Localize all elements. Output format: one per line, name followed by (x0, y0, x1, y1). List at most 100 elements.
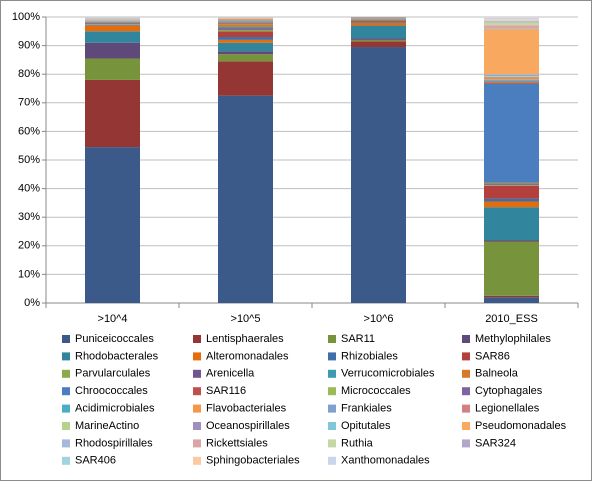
bar-segment (85, 24, 140, 25)
bar-segment (484, 83, 539, 183)
bar-segment (218, 27, 273, 29)
bar-segment (351, 21, 406, 23)
x-tick-label: >10^5 (231, 313, 261, 325)
legend-label: Oceanospirillales (206, 420, 290, 432)
legend-swatch (62, 352, 70, 361)
bar-segment (484, 198, 539, 202)
legend-swatch (193, 422, 201, 430)
bar-segment (484, 240, 539, 242)
bar-segment (85, 24, 140, 26)
bar-segment (484, 19, 539, 21)
legend-label: Pseudomonadales (475, 420, 567, 432)
bar-segment (218, 42, 273, 52)
bar-segment (218, 21, 273, 22)
legend-swatch (62, 456, 70, 465)
x-tick-label: 2010_ESS (485, 313, 538, 325)
legend-swatch (193, 387, 201, 396)
x-tick-label: >10^4 (98, 313, 128, 325)
legend-label: Alteromonadales (206, 350, 289, 362)
bar-segment (218, 22, 273, 24)
legend-label: Verrucomicrobiales (341, 368, 435, 380)
y-tick-label: 70% (18, 97, 40, 109)
legend-swatch (62, 439, 70, 448)
bar-segment (85, 79, 140, 148)
legend-label: SAR11 (341, 333, 375, 345)
bar-segment (218, 29, 273, 32)
legend-label: SAR406 (75, 455, 116, 467)
legend-swatch (62, 422, 70, 430)
bar-segment (351, 22, 406, 26)
legend-swatch (328, 404, 336, 413)
bar-segment (484, 22, 539, 26)
bar-segment (218, 24, 273, 28)
bar-segment (484, 78, 539, 80)
legend-label: Opitutales (341, 420, 391, 432)
legend-swatch (462, 369, 470, 378)
legend-swatch (462, 335, 470, 343)
bar-segment (484, 75, 539, 77)
bar-segment (484, 184, 539, 185)
y-tick-label: 40% (18, 183, 40, 195)
bar-segment (484, 77, 539, 79)
legend-swatch (62, 404, 70, 413)
bar-segment (351, 41, 406, 48)
legend-label: Lentisphaerales (206, 333, 284, 345)
bar-segment (484, 295, 539, 298)
bar-segment (484, 21, 539, 23)
legend-label: Methylophilales (475, 333, 551, 345)
y-tick-label: 60% (18, 125, 40, 137)
y-tick-label: 90% (18, 40, 40, 52)
legend-swatch (462, 422, 470, 430)
bar-segment (484, 241, 539, 296)
legend-swatch (328, 387, 336, 396)
bar-segment (484, 183, 539, 185)
y-tick-label: 80% (18, 68, 40, 80)
y-tick-label: 50% (18, 154, 40, 166)
legend-swatch (328, 456, 336, 465)
bar-segment (85, 25, 140, 26)
bar-segment (484, 74, 539, 76)
legend-swatch (193, 335, 201, 343)
bar-segment (484, 29, 539, 75)
bar-segment (218, 20, 273, 22)
legend-swatch (462, 404, 470, 413)
legend-label: SAR86 (475, 350, 510, 362)
bar-segment (484, 17, 539, 20)
bar-segment (218, 51, 273, 55)
y-tick-label: 10% (18, 268, 40, 280)
bar-segment (484, 182, 539, 184)
bar-segment (218, 19, 273, 21)
x-tick-label: >10^6 (364, 313, 394, 325)
bar-segment (484, 81, 539, 83)
legend-label: SAR324 (475, 437, 516, 449)
bar-segment (351, 20, 406, 22)
legend-label: Rhizobiales (341, 350, 398, 362)
legend-label: Parvularculales (75, 368, 151, 380)
legend-label: Balneola (475, 368, 519, 380)
bar-segment (351, 18, 406, 20)
legend-label: Acidimicrobiales (75, 403, 155, 415)
legend-swatch (193, 404, 201, 413)
bar-segment (351, 19, 406, 20)
legend-swatch (62, 387, 70, 396)
legend-label: Rhodospirillales (75, 437, 153, 449)
bar-segment (484, 75, 539, 76)
legend-swatch (193, 369, 201, 378)
legend-swatch (328, 439, 336, 448)
legend-label: Ruthia (341, 437, 374, 449)
bar-segment (484, 20, 539, 22)
bar-segment (484, 28, 539, 30)
legend-swatch (62, 369, 70, 378)
bar-segment (351, 47, 406, 303)
legend-label: Rhodobacterales (75, 350, 159, 362)
bar-segment (484, 185, 539, 199)
legend-swatch (193, 439, 201, 448)
y-tick-label: 30% (18, 211, 40, 223)
bar-segment (85, 23, 140, 25)
bar-segment (484, 207, 539, 241)
legend-label: Legionellales (475, 403, 540, 415)
bar-segment (484, 25, 539, 29)
y-tick-label: 20% (18, 240, 40, 252)
legend-label: Frankiales (341, 403, 392, 415)
bar-segment (218, 39, 273, 43)
